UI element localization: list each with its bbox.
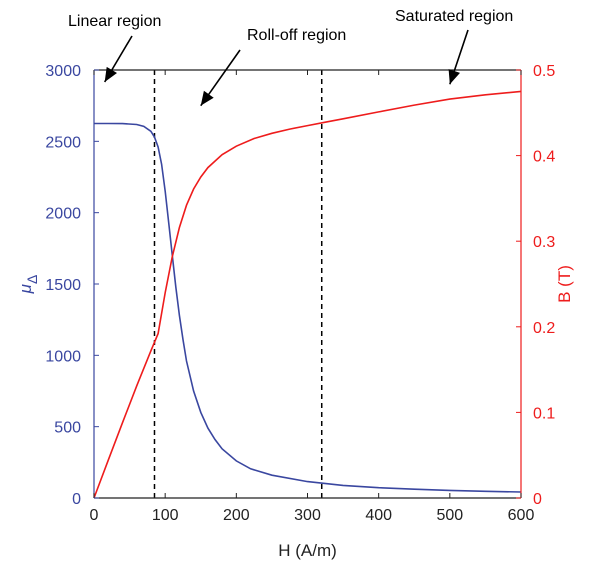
series-lines — [94, 91, 521, 498]
tick-labels: 0 100 200 300 400 500 600050010001500200025003… — [45, 63, 555, 524]
x-tick-label: 400 — [365, 507, 392, 524]
b-field-line — [94, 91, 521, 498]
y-right-tick-label: 0.4 — [533, 149, 555, 166]
axes — [94, 70, 521, 498]
x-tick-label: 200 — [223, 507, 250, 524]
y-left-axis-subscript: Δ — [24, 275, 40, 284]
mu-delta-line — [94, 124, 521, 493]
y-left-tick-label: 500 — [54, 420, 81, 437]
annotation-rolloff-region-arrow-head — [201, 91, 214, 106]
y-right-tick-label: 0.3 — [533, 234, 555, 251]
x-axis-label: H (A/m) — [278, 541, 337, 560]
annotation-linear-region-label: Linear region — [68, 13, 161, 30]
y-left-tick-label: 1000 — [45, 348, 81, 365]
y-left-tick-label: 0 — [72, 491, 81, 508]
x-tick-label: 600 — [508, 507, 535, 524]
x-tick-label: 500 — [436, 507, 463, 524]
y-left-axis-label: μΔ — [16, 275, 40, 295]
y-left-tick-label: 3000 — [45, 63, 81, 80]
y-right-axis-label: B (T) — [555, 265, 574, 303]
y-left-tick-label: 2500 — [45, 134, 81, 151]
x-tick-label: 0 — [90, 507, 99, 524]
annotation-linear-region-arrow-head — [105, 67, 117, 82]
x-tick-label: 100 — [152, 507, 179, 524]
y-left-tick-label: 1500 — [45, 277, 81, 294]
y-right-tick-label: 0.1 — [533, 405, 555, 422]
y-right-tick-label: 0 — [533, 491, 542, 508]
y-left-tick-label: 2000 — [45, 206, 81, 223]
annotation-saturated-region-label: Saturated region — [395, 8, 513, 25]
region-divider-lines — [154, 70, 321, 498]
y-right-tick-label: 0.5 — [533, 63, 555, 80]
annotation-saturated-region-arrow-head — [449, 69, 460, 84]
x-tick-label: 300 — [294, 507, 321, 524]
annotation-rolloff-region-label: Roll-off region — [247, 27, 346, 44]
annotations: Linear region Roll-off region Saturated re… — [68, 8, 513, 106]
y-right-tick-label: 0.2 — [533, 320, 555, 337]
